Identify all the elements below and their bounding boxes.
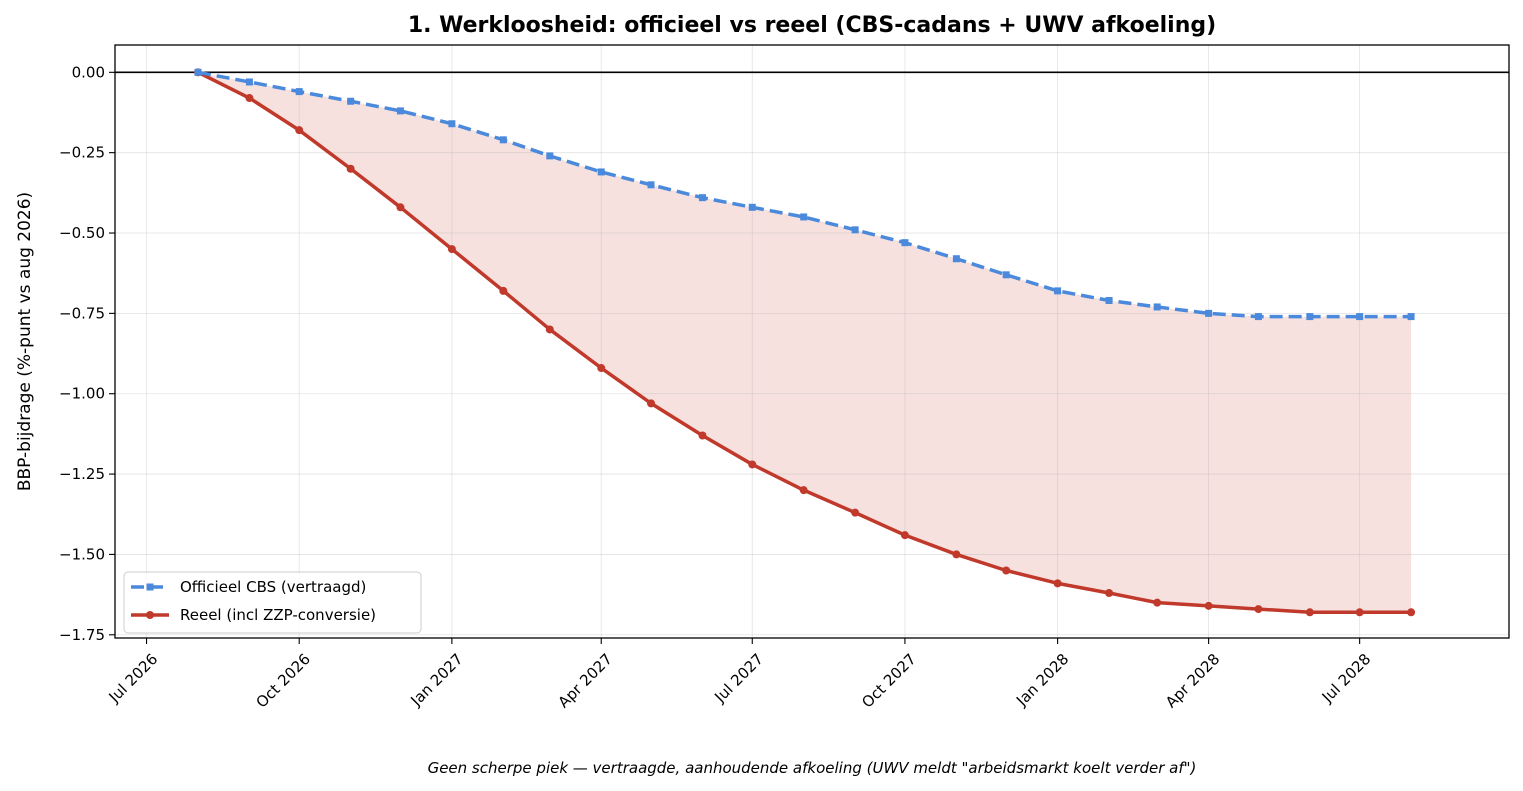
series-officieel bbox=[194, 68, 1415, 321]
x-tick-label: Oct 2026 bbox=[253, 650, 314, 711]
data-point bbox=[295, 88, 303, 96]
data-point bbox=[800, 213, 808, 221]
data-point bbox=[799, 486, 808, 495]
y-tick-label: −0.50 bbox=[59, 224, 105, 242]
data-point bbox=[1254, 313, 1262, 321]
data-point bbox=[1053, 579, 1062, 588]
x-tick-label: Apr 2028 bbox=[1162, 650, 1223, 711]
legend-item: Reeel (incl ZZP-conversie) bbox=[131, 606, 376, 624]
data-point bbox=[245, 78, 253, 86]
y-tick-label: −1.00 bbox=[59, 385, 105, 403]
data-point bbox=[245, 94, 254, 103]
y-tick-label: −1.75 bbox=[59, 626, 105, 644]
data-point bbox=[901, 239, 909, 247]
data-point bbox=[1306, 313, 1314, 321]
data-point bbox=[1305, 608, 1314, 617]
data-point bbox=[1204, 601, 1213, 610]
legend-label: Reeel (incl ZZP-conversie) bbox=[180, 606, 376, 624]
fill-between-area bbox=[197, 72, 1412, 613]
data-point bbox=[295, 126, 304, 135]
data-point bbox=[748, 203, 756, 211]
fill-area-layer bbox=[197, 72, 1412, 613]
data-point bbox=[851, 508, 860, 517]
x-tick-label: Jul 2028 bbox=[1318, 650, 1375, 707]
x-tick-label: Jan 2028 bbox=[1012, 650, 1072, 710]
legend-label: Officieel CBS (vertraagd) bbox=[180, 578, 366, 596]
data-point bbox=[597, 364, 606, 373]
legend-box bbox=[123, 571, 422, 634]
data-point bbox=[900, 531, 909, 540]
data-point bbox=[347, 97, 355, 105]
data-point bbox=[597, 168, 605, 176]
y-tick-label: −1.25 bbox=[59, 465, 105, 483]
legend: Officieel CBS (vertraagd) Reeel (incl ZZP… bbox=[123, 571, 422, 634]
data-point bbox=[851, 226, 859, 234]
data-point bbox=[748, 460, 757, 469]
data-point bbox=[194, 68, 202, 76]
series-layer bbox=[193, 68, 1416, 617]
x-tick-label: Jul 2026 bbox=[105, 650, 162, 707]
data-point bbox=[499, 286, 508, 295]
data-point bbox=[698, 194, 706, 202]
data-point bbox=[1153, 303, 1161, 311]
y-tick-label: −0.25 bbox=[59, 144, 105, 162]
x-tick-label: Apr 2027 bbox=[555, 650, 616, 711]
data-point bbox=[1356, 313, 1364, 321]
y-tick-label: 0.00 bbox=[72, 63, 105, 81]
data-point bbox=[1153, 598, 1162, 607]
plot-frame bbox=[114, 44, 1510, 639]
data-point bbox=[1002, 271, 1010, 279]
data-point bbox=[1054, 287, 1062, 295]
data-point bbox=[499, 136, 507, 144]
chart-title: 1. Werkloosheid: officieel vs reeel (CBS… bbox=[408, 13, 1216, 38]
data-point bbox=[1407, 313, 1415, 321]
data-point bbox=[952, 550, 961, 559]
data-point bbox=[396, 107, 404, 115]
y-tick-label: −1.50 bbox=[59, 545, 105, 563]
data-point bbox=[1105, 589, 1114, 598]
series-reeel bbox=[193, 68, 1416, 617]
data-point bbox=[1254, 605, 1263, 614]
x-tick-label: Jul 2027 bbox=[710, 650, 767, 707]
data-point bbox=[546, 152, 554, 160]
data-point bbox=[647, 181, 655, 189]
data-point bbox=[952, 255, 960, 263]
legend-item: Officieel CBS (vertraagd) bbox=[131, 578, 366, 596]
data-point bbox=[346, 164, 355, 173]
y-axis-label: BBP-bijdrage (%-punt vs aug 2026) bbox=[15, 192, 35, 491]
data-point bbox=[545, 325, 554, 334]
data-point bbox=[1355, 608, 1364, 617]
legend-marker bbox=[146, 583, 154, 591]
data-point bbox=[698, 431, 707, 440]
y-tick-label: −0.75 bbox=[59, 304, 105, 322]
grid-layer bbox=[115, 45, 1509, 638]
data-point bbox=[396, 203, 405, 212]
data-point bbox=[1407, 608, 1416, 617]
data-point bbox=[447, 245, 456, 254]
data-point bbox=[1002, 566, 1011, 575]
data-point bbox=[1105, 297, 1113, 305]
data-point bbox=[1205, 309, 1213, 317]
chart-caption: Geen scherpe piek — vertraagde, aanhoude… bbox=[428, 759, 1197, 777]
x-tick-label: Jan 2027 bbox=[406, 650, 466, 710]
data-point bbox=[448, 120, 456, 128]
data-point bbox=[647, 399, 656, 408]
x-tick-label: Oct 2027 bbox=[858, 650, 919, 711]
legend-marker bbox=[146, 611, 154, 619]
